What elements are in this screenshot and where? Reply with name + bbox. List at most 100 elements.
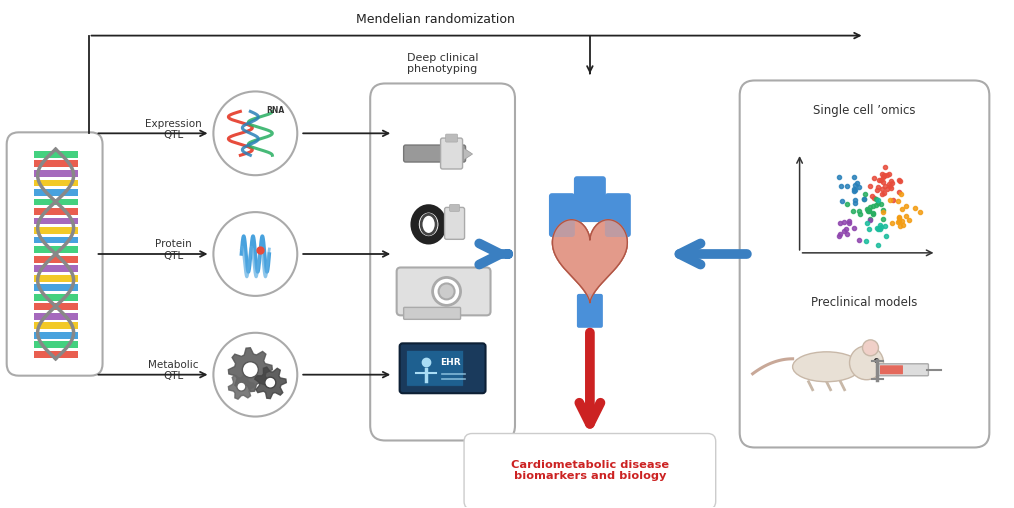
Point <box>865 202 881 210</box>
Polygon shape <box>228 374 255 399</box>
Point <box>871 176 887 184</box>
Text: Expression
QTL: Expression QTL <box>145 118 202 140</box>
Point <box>881 170 897 178</box>
FancyBboxPatch shape <box>444 207 464 239</box>
Point <box>864 210 880 218</box>
Point <box>891 213 908 221</box>
FancyBboxPatch shape <box>404 307 460 320</box>
Bar <box>33 217 78 225</box>
Polygon shape <box>553 219 628 303</box>
FancyBboxPatch shape <box>577 294 603 328</box>
Text: Cardiometabolic disease
biomarkers and biology: Cardiometabolic disease biomarkers and b… <box>511 460 669 481</box>
Bar <box>33 332 78 339</box>
Point <box>879 171 895 179</box>
Point <box>876 189 892 198</box>
Circle shape <box>237 382 245 391</box>
Point <box>870 240 886 248</box>
Bar <box>33 303 78 310</box>
Point <box>913 208 929 216</box>
Bar <box>33 179 78 186</box>
Text: Single cell ’omics: Single cell ’omics <box>813 104 916 117</box>
Point <box>876 171 892 179</box>
Point <box>846 185 862 193</box>
Point <box>845 206 861 214</box>
Text: Deep clinical
phenotyping: Deep clinical phenotyping <box>407 53 479 75</box>
Point <box>860 207 876 215</box>
Point <box>869 224 885 232</box>
FancyBboxPatch shape <box>445 134 457 142</box>
Point <box>868 195 884 203</box>
Point <box>876 182 892 190</box>
Point <box>876 172 892 180</box>
Point <box>864 192 880 200</box>
Point <box>874 190 890 198</box>
Point <box>881 196 897 204</box>
FancyBboxPatch shape <box>396 268 491 315</box>
Point <box>858 237 874 245</box>
Point <box>890 214 907 222</box>
Bar <box>33 313 78 320</box>
Circle shape <box>850 346 883 380</box>
Point <box>874 170 890 178</box>
Point <box>870 183 886 191</box>
Bar <box>33 189 78 196</box>
FancyBboxPatch shape <box>370 83 515 440</box>
Circle shape <box>242 362 259 377</box>
Point <box>856 195 872 203</box>
Bar <box>33 246 78 253</box>
Point <box>890 197 907 205</box>
Point <box>859 205 875 213</box>
Circle shape <box>213 91 297 175</box>
Point <box>891 188 908 196</box>
Bar <box>33 351 78 358</box>
Point <box>861 225 877 233</box>
Bar <box>33 161 78 167</box>
Point <box>847 196 863 204</box>
Point <box>834 197 850 205</box>
Point <box>865 209 881 217</box>
FancyBboxPatch shape <box>878 364 929 376</box>
Point <box>862 181 878 189</box>
Point <box>862 203 878 211</box>
Point <box>885 196 901 204</box>
Point <box>847 181 863 189</box>
Point <box>851 207 867 215</box>
FancyBboxPatch shape <box>449 204 459 211</box>
Point <box>874 177 890 185</box>
Point <box>874 173 890 181</box>
Polygon shape <box>255 367 286 399</box>
Point <box>891 177 908 185</box>
Bar <box>33 227 78 234</box>
Point <box>874 206 890 214</box>
Point <box>830 232 847 240</box>
Point <box>870 225 886 233</box>
Polygon shape <box>553 219 628 303</box>
Point <box>891 217 908 225</box>
Point <box>874 185 890 193</box>
FancyBboxPatch shape <box>880 365 902 374</box>
Point <box>875 208 891 216</box>
Point <box>862 215 878 224</box>
FancyBboxPatch shape <box>407 351 463 386</box>
Point <box>852 210 868 218</box>
Text: Mendelian randomization: Mendelian randomization <box>356 13 514 25</box>
Point <box>893 190 910 199</box>
FancyBboxPatch shape <box>441 138 462 169</box>
Point <box>861 206 877 214</box>
Point <box>898 202 915 210</box>
Bar <box>33 322 78 329</box>
Text: Preclinical models: Preclinical models <box>811 296 918 309</box>
Point <box>860 206 876 214</box>
Bar <box>33 237 78 243</box>
Bar <box>33 294 78 301</box>
Text: Protein
QTL: Protein QTL <box>155 239 192 261</box>
Point <box>889 218 906 226</box>
FancyBboxPatch shape <box>605 193 631 237</box>
Point <box>840 200 856 208</box>
Point <box>839 182 855 190</box>
Point <box>846 224 862 232</box>
Bar <box>33 284 78 291</box>
Point <box>866 174 882 182</box>
Bar <box>33 265 78 272</box>
Point <box>847 186 863 195</box>
